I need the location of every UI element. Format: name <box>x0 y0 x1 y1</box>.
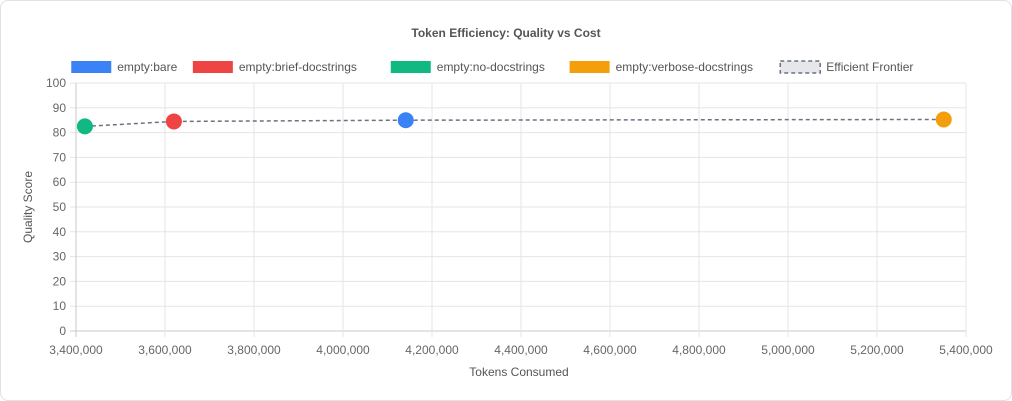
y-tick-label: 30 <box>53 250 67 264</box>
legend-label: Efficient Frontier <box>826 60 913 74</box>
y-tick-label: 20 <box>53 274 67 288</box>
legend-swatch <box>71 61 112 73</box>
legend-swatch <box>192 61 233 73</box>
legend-swatch <box>390 61 431 73</box>
y-tick-label: 60 <box>53 175 67 189</box>
legend-item: empty:bare <box>71 60 178 74</box>
y-tick-label: 90 <box>53 101 67 115</box>
frontier-line <box>84 118 944 128</box>
x-tick-label: 4,400,000 <box>494 343 548 357</box>
y-axis-title: Quality Score <box>21 171 35 243</box>
y-tick-label: 0 <box>59 324 66 338</box>
legend-item: empty:no-docstrings <box>390 60 545 74</box>
x-axis-title: Tokens Consumed <box>469 365 568 379</box>
legend-label: empty:bare <box>117 60 177 74</box>
efficient-frontier <box>84 118 944 128</box>
legend-item: Efficient Frontier <box>779 60 913 74</box>
legend-swatch <box>779 60 822 74</box>
data-point <box>935 111 952 128</box>
axes: 0 10 20 30 40 50 60 70 80 90 100 3,400,000 3,600,000… <box>46 76 993 357</box>
legend-item: empty:brief-docstrings <box>192 60 357 74</box>
chart-title: Token Efficiency: Quality vs Cost <box>411 26 600 40</box>
y-tick-label: 10 <box>53 299 67 313</box>
y-tick-label: 70 <box>53 150 67 164</box>
y-tick-label: 40 <box>53 225 67 239</box>
y-tick-label: 100 <box>46 76 66 90</box>
y-tick-label: 80 <box>53 126 67 140</box>
x-tick-label: 3,600,000 <box>138 343 192 357</box>
x-tick-label: 3,800,000 <box>227 343 281 357</box>
x-tick-label: 5,400,000 <box>939 343 993 357</box>
grid <box>70 82 967 337</box>
data-point <box>165 113 182 130</box>
legend-item: empty:verbose-docstrings <box>569 60 753 74</box>
y-tick-label: 50 <box>53 200 67 214</box>
x-tick-label: 4,600,000 <box>583 343 637 357</box>
legend-swatch <box>569 61 610 73</box>
x-tick-label: 3,400,000 <box>49 343 103 357</box>
x-tick-label: 4,000,000 <box>316 343 370 357</box>
data-point <box>397 112 414 129</box>
data-point <box>76 118 93 135</box>
legend-label: empty:brief-docstrings <box>239 60 357 74</box>
x-tick-label: 5,200,000 <box>850 343 904 357</box>
legend-label: empty:verbose-docstrings <box>616 60 753 74</box>
legend-label: empty:no-docstrings <box>437 60 545 74</box>
data-points <box>76 111 952 135</box>
legend: empty:bare empty:brief-docstrings empty:no… <box>71 60 913 74</box>
x-tick-label: 4,800,000 <box>672 343 726 357</box>
x-tick-label: 4,200,000 <box>405 343 459 357</box>
x-tick-label: 5,000,000 <box>761 343 815 357</box>
